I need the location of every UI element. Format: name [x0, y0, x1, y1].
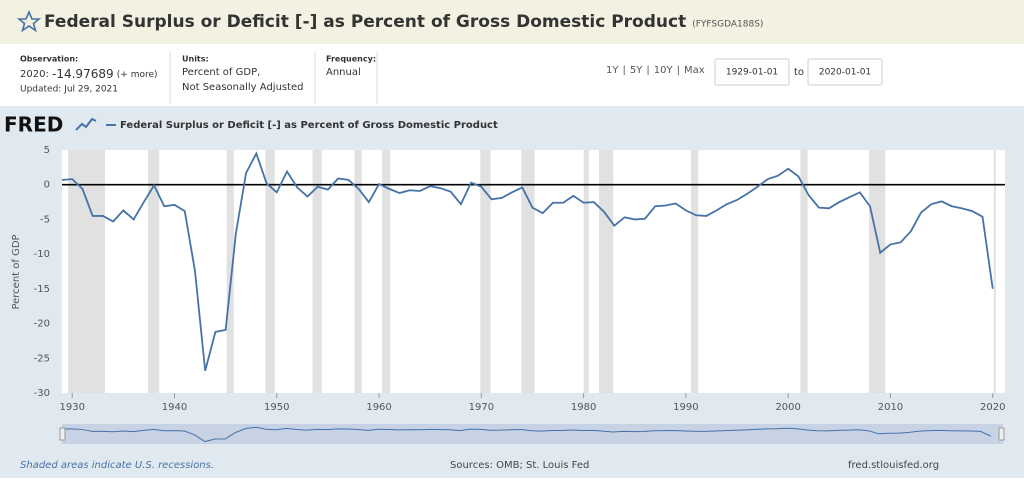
recession-band — [993, 150, 996, 393]
y-tick-label: -5 — [40, 214, 50, 225]
end-date-input[interactable] — [807, 58, 883, 86]
recession-band — [354, 150, 362, 393]
recession-band — [691, 150, 699, 393]
info-label: Frequency: — [326, 55, 376, 64]
x-tick-label: 2000 — [775, 402, 800, 413]
navigator-line — [61, 426, 991, 443]
x-tick-label: 1980 — [571, 402, 596, 413]
series-id: (FYFSGDA188S) — [692, 20, 763, 30]
observation-date: 2020: — [20, 69, 49, 80]
y-tick-label: -10 — [34, 249, 50, 260]
observation-value: -14.97689 — [52, 67, 114, 81]
range-button[interactable]: Max — [684, 65, 705, 76]
start-date-input[interactable] — [714, 58, 790, 86]
series-line — [61, 151, 994, 372]
y-tick-label: 0 — [44, 180, 50, 191]
range-button[interactable]: 10Y — [654, 65, 674, 76]
recession-band — [382, 150, 391, 393]
separator: | — [646, 65, 649, 76]
recession-band — [800, 150, 808, 393]
header-bar — [0, 0, 1024, 44]
recession-band — [598, 150, 614, 393]
title: Federal Surplus or Deficit [-] as Percen… — [44, 12, 686, 32]
logo-icon — [75, 117, 97, 131]
logo: FRED — [4, 113, 63, 137]
y-axis-label: Percent of GDP — [11, 234, 22, 309]
legend-label[interactable]: Federal Surplus or Deficit [-] as Percen… — [120, 120, 498, 131]
range-buttons: 1Y | 5Y | 10Y | Max — [606, 65, 705, 76]
x-tick-label: 1950 — [264, 402, 289, 413]
recession-band — [265, 150, 275, 393]
x-tick-label: 1970 — [469, 402, 494, 413]
footer-site[interactable]: fred.stlouisfed.org — [848, 460, 939, 471]
separator: | — [622, 65, 625, 76]
x-tick-label: 2020 — [980, 402, 1005, 413]
y-tick-label: -20 — [34, 319, 50, 330]
units: Percent of GDP, — [182, 67, 260, 78]
navigator-handle[interactable] — [998, 427, 1005, 441]
favorite-star[interactable] — [16, 9, 42, 33]
recession-band — [226, 150, 234, 393]
recession-band — [583, 150, 589, 393]
footer-sources: Sources: OMB; St. Louis Fed — [450, 460, 589, 471]
y-tick-label: -30 — [34, 388, 50, 399]
to-label: to — [794, 67, 804, 78]
info-label: Units: — [182, 55, 209, 64]
footer-note: Shaded areas indicate U.S. recessions. — [20, 460, 214, 471]
observation: 2020: -14.97689 (+ more) — [20, 67, 158, 81]
info-label: Observation: — [20, 55, 78, 64]
x-tick-label: 2010 — [878, 402, 903, 413]
recession-band — [68, 150, 105, 393]
start-date: 1929-01-01 — [726, 68, 778, 78]
y-tick-label: -25 — [34, 353, 50, 364]
separator: | — [677, 65, 680, 76]
x-tick-label: 1930 — [60, 402, 85, 413]
range-button[interactable]: 5Y — [630, 65, 643, 76]
y-tick-label: -15 — [34, 284, 50, 295]
navigator-handle[interactable] — [59, 427, 66, 441]
x-tick-label: 1940 — [162, 402, 187, 413]
end-date: 2020-01-01 — [819, 68, 871, 78]
updated: Updated: Jul 29, 2021 — [20, 85, 118, 95]
range-button[interactable]: 1Y — [606, 65, 619, 76]
more-link[interactable]: (+ more) — [117, 70, 158, 80]
navigator-series — [61, 426, 991, 443]
frequency: Annual — [326, 67, 361, 78]
plot: -30 -25 -20 -15 -10 -5 0 5 1930 1940 1950 1960 1970 1… — [34, 145, 1006, 413]
x-tick-label: 1960 — [366, 402, 391, 413]
recession-band — [868, 150, 886, 393]
recession-band — [147, 150, 160, 393]
y-tick-label: 5 — [44, 145, 50, 156]
recession-band — [521, 150, 535, 393]
recession-band — [480, 150, 491, 393]
x-tick-label: 1990 — [673, 402, 698, 413]
units: Not Seasonally Adjusted — [182, 82, 304, 93]
recession-band — [312, 150, 322, 393]
